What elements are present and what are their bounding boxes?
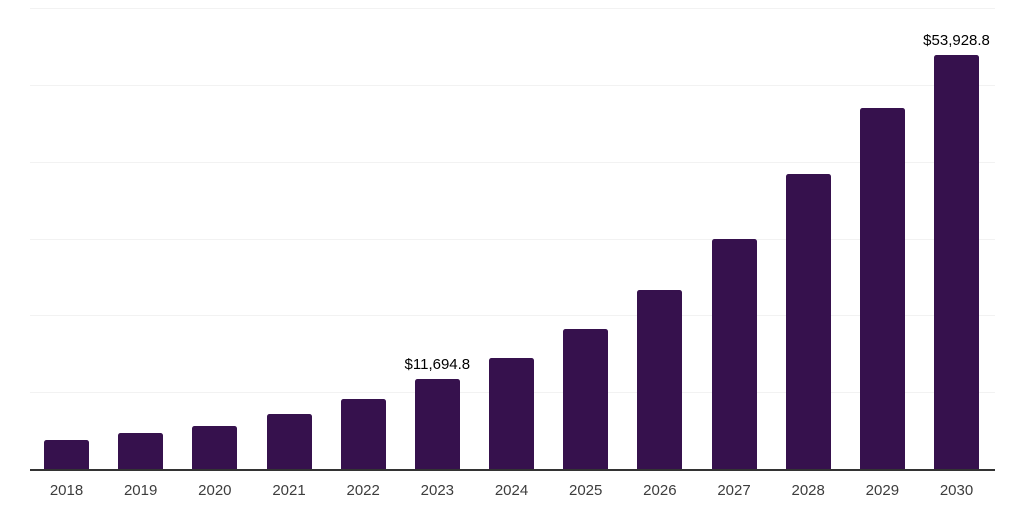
x-tick-label-2028: 2028 <box>791 482 825 499</box>
x-tick-label-2020: 2020 <box>198 482 232 499</box>
x-tick-label-2021: 2021 <box>272 482 306 499</box>
gridline-30000 <box>30 238 995 240</box>
bar-2023 <box>414 379 460 469</box>
bar-2027 <box>711 238 757 469</box>
x-tick-label-2024: 2024 <box>494 482 529 499</box>
gridline-60000 <box>30 8 995 9</box>
x-tick-label-2019: 2019 <box>123 482 158 499</box>
bar-2024 <box>489 358 535 469</box>
x-tick-label-2026: 2026 <box>643 482 677 499</box>
x-tick-label-2018: 2018 <box>49 482 84 499</box>
x-tick-label-2025: 2025 <box>569 482 603 499</box>
bar-2026 <box>637 289 683 469</box>
gridline-50000 <box>30 84 995 86</box>
gridline-20000 <box>30 315 995 317</box>
data-label-2030: $53,928.8 <box>923 31 990 49</box>
bar-2021 <box>266 414 312 469</box>
x-tick-label-2030: 2030 <box>939 482 974 499</box>
bar-2020 <box>192 425 238 469</box>
bar-2028 <box>785 173 831 469</box>
bar-2030 <box>934 54 980 469</box>
x-tick-label-2023: 2023 <box>420 482 455 499</box>
bar-2029 <box>859 107 905 469</box>
x-tick-label-2022: 2022 <box>346 482 380 499</box>
x-tick-label-2029: 2029 <box>865 482 900 499</box>
bar-2019 <box>118 432 164 469</box>
bar-2018 <box>44 439 89 469</box>
data-label-2023: $11,694.8 <box>404 356 471 374</box>
gridline-40000 <box>30 161 995 163</box>
x-axis-line <box>30 469 995 471</box>
x-tick-label-2027: 2027 <box>717 482 751 499</box>
bar-2022 <box>340 399 386 469</box>
bar-2025 <box>563 329 609 469</box>
